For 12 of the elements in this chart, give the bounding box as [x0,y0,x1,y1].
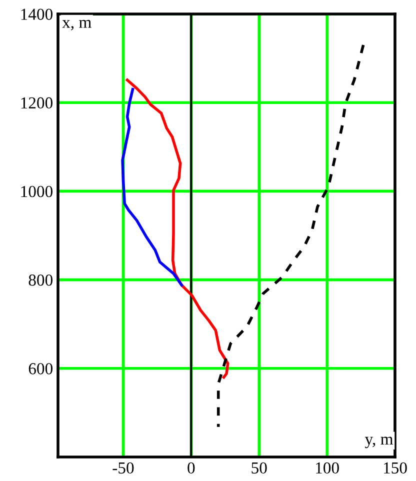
y-tick-label: 800 [28,274,53,286]
y-axis-title: x, m [62,20,92,30]
x-tick-label: 50 [252,462,267,474]
y-tick-label: 1000 [21,186,53,198]
x-tick-label: 0 [188,462,195,474]
y-tick-label: 1200 [21,97,53,109]
x-tick-label: -50 [112,462,134,474]
y-tick-label: 1400 [21,8,53,20]
x-axis-title: y, m [364,436,394,448]
y-tick-label: 600 [28,363,53,374]
x-tick-label: 150 [384,462,407,474]
x-tick-label: 100 [316,462,339,474]
